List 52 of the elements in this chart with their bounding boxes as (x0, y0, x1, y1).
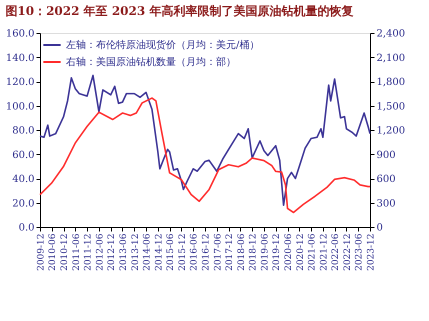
x-tick-label: 2019-12 (272, 234, 282, 271)
y-tick-label: 0.0 (18, 222, 34, 234)
x-tick-label: 2018-06 (236, 233, 247, 271)
y-tick-label: 120.0 (6, 77, 34, 88)
x-tick-label: 2015-12 (178, 234, 188, 271)
y-tick-label: 100.0 (6, 101, 34, 112)
x-tick-label: 2016-12 (202, 234, 212, 271)
y2-tick-label: 600 (376, 174, 396, 185)
x-tick-label: 2017-12 (225, 234, 236, 271)
y2-tick-label: 1,500 (376, 101, 406, 112)
x-tick-label: 2011-06 (72, 233, 82, 271)
x-tick-label: 2014-06 (142, 233, 153, 271)
x-tick-label: 2022-06 (331, 233, 342, 271)
x-tick-label: 2020-06 (284, 233, 294, 271)
y2-tick-label: 0 (376, 222, 383, 234)
x-tick-label: 2020-12 (296, 234, 306, 271)
y2-tick-label: 900 (376, 150, 396, 161)
x-tick-label: 2011-12 (84, 234, 94, 271)
x-tick-label: 2019-06 (260, 233, 270, 271)
x-tick-label: 2021-06 (308, 233, 318, 271)
y2-tick-label: 300 (376, 198, 396, 210)
line-series (39, 74, 371, 206)
y-tick-label: 140.0 (6, 52, 34, 64)
x-tick-label: 2023-12 (366, 234, 376, 271)
x-tick-label: 2009-12 (36, 234, 46, 271)
x-tick-label: 2012-12 (107, 234, 118, 271)
x-tick-label: 2012-06 (95, 233, 106, 271)
y2-tick-label: 1,800 (376, 77, 406, 88)
x-tick-label: 2016-06 (190, 233, 200, 271)
y2-tick-label: 1,200 (376, 126, 406, 136)
x-tick-label: 2014-12 (154, 234, 164, 271)
x-tick-label: 2018-12 (248, 234, 259, 271)
y-tick-label: 20.0 (12, 198, 34, 210)
y2-tick-label: 2,100 (376, 52, 406, 64)
chart-title: 图10：2022 年至 2023 年高利率限制了美国原油钻机量的恢复 (5, 4, 354, 18)
y2-tick-label: 2,400 (376, 28, 406, 40)
x-tick-label: 2017-06 (213, 233, 224, 271)
x-tick-label: 2022-12 (342, 234, 353, 271)
y-tick-label: 80.0 (12, 126, 34, 136)
x-tick-label: 2021-12 (319, 234, 330, 271)
x-tick-label: 2010-06 (48, 233, 58, 271)
x-tick-label: 2010-12 (60, 234, 70, 271)
line-series (39, 97, 371, 214)
legend-label: 右轴：美国原油钻机数量（月均：部） (66, 56, 236, 68)
x-tick-label: 2023-06 (354, 233, 365, 271)
legend-label: 左轴：布伦特原油现货价（月均：美元/桶） (66, 39, 260, 51)
y-tick-label: 160.0 (6, 28, 34, 40)
x-tick-label: 2015-06 (166, 233, 176, 271)
y-tick-label: 60.0 (12, 150, 34, 161)
y-tick-label: 40.0 (12, 174, 34, 185)
x-tick-label: 2013-12 (130, 234, 141, 271)
x-tick-label: 2013-06 (118, 233, 129, 271)
